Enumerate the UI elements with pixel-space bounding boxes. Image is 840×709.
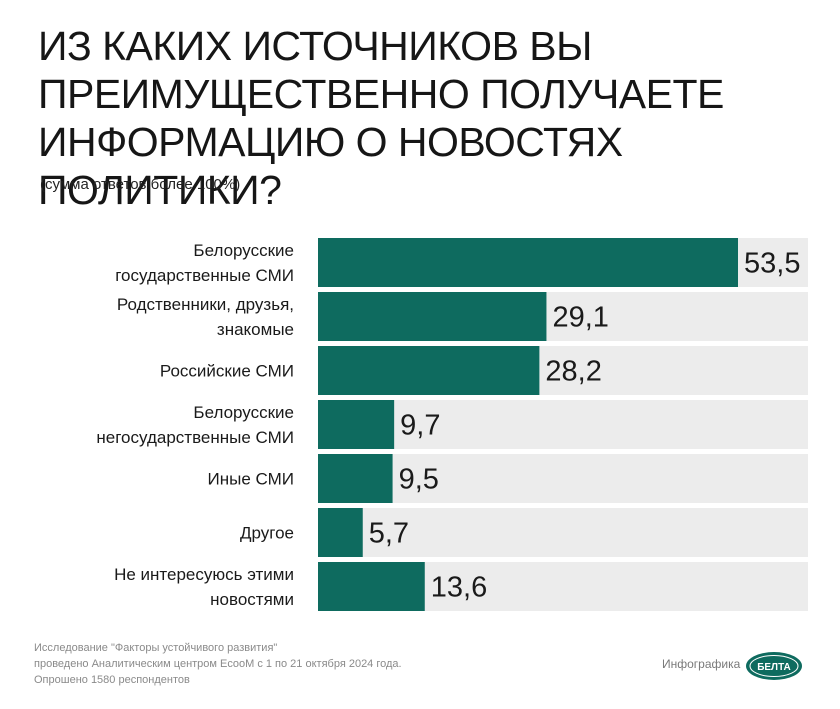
category-label: Не интересуюсь этими [114,565,294,584]
category-label: государственные СМИ [115,266,294,285]
category-label: знакомые [217,320,294,339]
footer-note: Исследование "Факторы устойчивого развит… [34,640,402,688]
category-label: Другое [240,524,294,543]
bar-chart: 53,5 Белорусские государственные СМИ 29,1 Ро… [96,238,808,611]
data-label: 53,5 [744,248,800,280]
footer-line: Опрошено 1580 респондентов [34,674,190,686]
title-line: ИЗ КАКИХ ИСТОЧНИКОВ ВЫ [38,23,592,69]
bar [318,400,395,449]
title-line: ПРЕИМУЩЕСТВЕННО ПОЛУЧАЕТЕ [38,71,724,117]
bar [318,292,547,341]
chart-subtitle: (сумма ответов более 100%) [40,176,241,193]
category-label: Российские СМИ [160,362,294,381]
category-label: Родственники, друзья, [117,295,294,314]
category-label: Белорусские [193,403,294,422]
footer-line: проведено Аналитическим центром EcooM с … [34,658,402,670]
bar [318,562,425,611]
bar [318,454,393,503]
category-label: Иные СМИ [208,470,294,489]
bar [318,508,363,557]
category-label: новостями [210,590,294,609]
data-label: 28,2 [545,356,601,388]
chart-title: ИЗ КАКИХ ИСТОЧНИКОВ ВЫ ПРЕИМУЩЕСТВЕННО П… [38,22,828,214]
svg-text:БЕЛТА: БЕЛТА [757,662,791,673]
bar-track [318,508,808,557]
bar-track [318,400,808,449]
bar [318,346,540,395]
data-label: 13,6 [431,572,487,604]
bar [318,238,738,287]
data-label: 5,7 [369,518,409,550]
data-label: 29,1 [552,302,608,334]
bar-track [318,454,808,503]
category-label: негосударственные СМИ [96,428,294,447]
data-label: 9,5 [399,464,439,496]
infographic-credit: Инфографика [662,657,741,671]
title-line: ИНФОРМАЦИЮ О НОВОСТЯХ ПОЛИТИКИ? [38,119,623,213]
category-label: Белорусские [193,241,294,260]
belta-logo: БЕЛТА [746,652,802,680]
data-label: 9,7 [400,410,440,442]
footer-line: Исследование "Факторы устойчивого развит… [34,642,278,654]
